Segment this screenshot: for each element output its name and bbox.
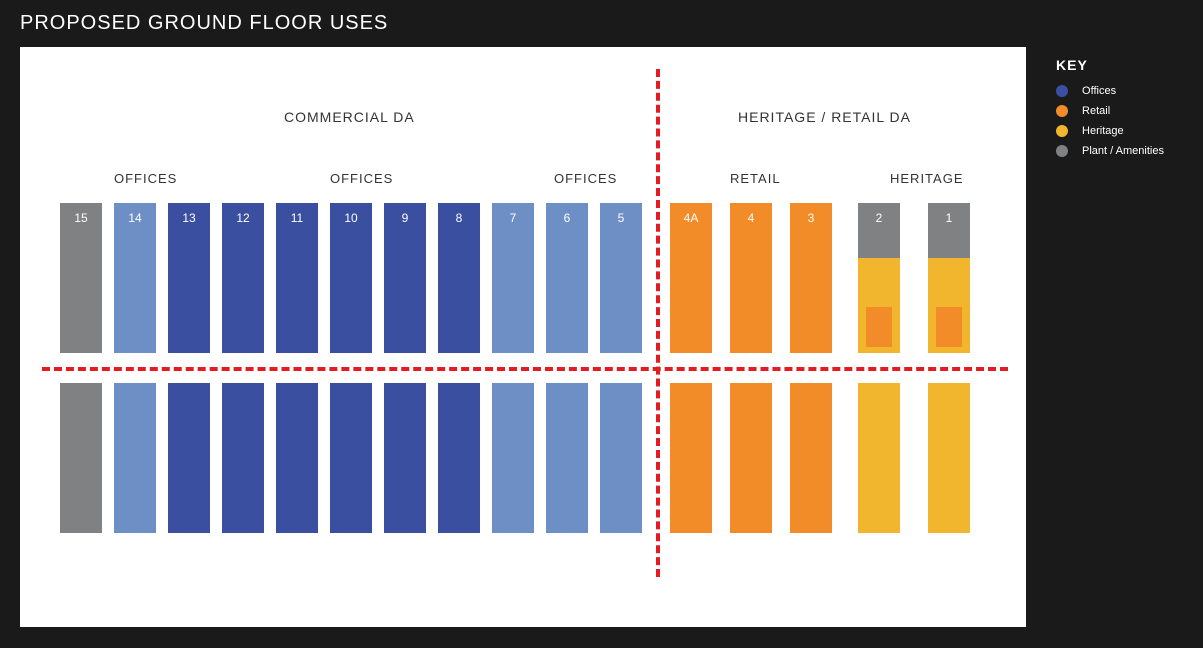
unit-3: 3 (790, 203, 832, 353)
unit-label-11: 11 (276, 211, 318, 225)
group-header-0: OFFICES (114, 171, 177, 186)
divider-vertical (656, 69, 660, 577)
key-swatch-2 (1056, 125, 1068, 137)
unit-label-4: 4 (730, 211, 772, 225)
group-header-1: OFFICES (330, 171, 393, 186)
unit-label-15: 15 (60, 211, 102, 225)
unit-label-12: 12 (222, 211, 264, 225)
unit-14: 14 (114, 203, 156, 353)
unit-6b (546, 383, 588, 533)
unit-15b (60, 383, 102, 533)
unit-6: 6 (546, 203, 588, 353)
group-header-3: RETAIL (730, 171, 781, 186)
key-label-2: Heritage (1082, 125, 1124, 137)
key-swatch-0 (1056, 85, 1068, 97)
unit-4b (730, 383, 772, 533)
unit-4: 4 (730, 203, 772, 353)
unit-1: 1 (928, 203, 970, 353)
unit-label-6: 6 (546, 211, 588, 225)
unit-label-9: 9 (384, 211, 426, 225)
unit-15: 15 (60, 203, 102, 353)
unit-label-1: 1 (928, 211, 970, 225)
group-header-4: HERITAGE (890, 171, 964, 186)
key-item-1: Retail (1056, 105, 1183, 117)
unit-label-14: 14 (114, 211, 156, 225)
unit-9: 9 (384, 203, 426, 353)
unit-label-3: 3 (790, 211, 832, 225)
unit-label-4A: 4A (670, 211, 712, 225)
unit-label-8: 8 (438, 211, 480, 225)
main-row: COMMERCIAL DA HERITAGE / RETAIL DA OFFICES… (0, 47, 1203, 648)
unit-8: 8 (438, 203, 480, 353)
unit-7: 7 (492, 203, 534, 353)
unit-3b (790, 383, 832, 533)
unit-label-10: 10 (330, 211, 372, 225)
key-item-3: Plant / Amenities (1056, 145, 1183, 157)
unit-9b (384, 383, 426, 533)
unit-label-2: 2 (858, 211, 900, 225)
unit-4Ab (670, 383, 712, 533)
unit-label-5: 5 (600, 211, 642, 225)
unit-label-13: 13 (168, 211, 210, 225)
unit-11: 11 (276, 203, 318, 353)
unit-4A: 4A (670, 203, 712, 353)
key-item-2: Heritage (1056, 125, 1183, 137)
unit-8b (438, 383, 480, 533)
unit-1b (928, 383, 970, 533)
unit-label-7: 7 (492, 211, 534, 225)
key-panel: KEY Offices Retail Heritage Plant / Ameniti… (1056, 47, 1183, 628)
key-label-1: Retail (1082, 105, 1110, 117)
unit-11b (276, 383, 318, 533)
unit-7b (492, 383, 534, 533)
unit-2-retail-inset (866, 307, 892, 347)
section-header-right: HERITAGE / RETAIL DA (738, 109, 911, 125)
group-header-2: OFFICES (554, 171, 617, 186)
diagram-panel: COMMERCIAL DA HERITAGE / RETAIL DA OFFICES… (20, 47, 1026, 627)
unit-10b (330, 383, 372, 533)
unit-5b (600, 383, 642, 533)
divider-horizontal (42, 367, 1008, 371)
key-swatch-3 (1056, 145, 1068, 157)
key-label-3: Plant / Amenities (1082, 145, 1164, 157)
root: PROPOSED GROUND FLOOR USES COMMERCIAL DA… (0, 0, 1203, 648)
key-list: Offices Retail Heritage Plant / Amenities (1056, 85, 1183, 157)
unit-12b (222, 383, 264, 533)
key-title: KEY (1056, 57, 1183, 73)
key-swatch-1 (1056, 105, 1068, 117)
unit-12: 12 (222, 203, 264, 353)
unit-1-retail-inset (936, 307, 962, 347)
unit-2: 2 (858, 203, 900, 353)
key-item-0: Offices (1056, 85, 1183, 97)
unit-10: 10 (330, 203, 372, 353)
unit-14b (114, 383, 156, 533)
section-header-left: COMMERCIAL DA (284, 109, 415, 125)
unit-13: 13 (168, 203, 210, 353)
unit-13b (168, 383, 210, 533)
unit-5: 5 (600, 203, 642, 353)
page-title: PROPOSED GROUND FLOOR USES (0, 0, 1203, 47)
unit-2b (858, 383, 900, 533)
key-label-0: Offices (1082, 85, 1116, 97)
